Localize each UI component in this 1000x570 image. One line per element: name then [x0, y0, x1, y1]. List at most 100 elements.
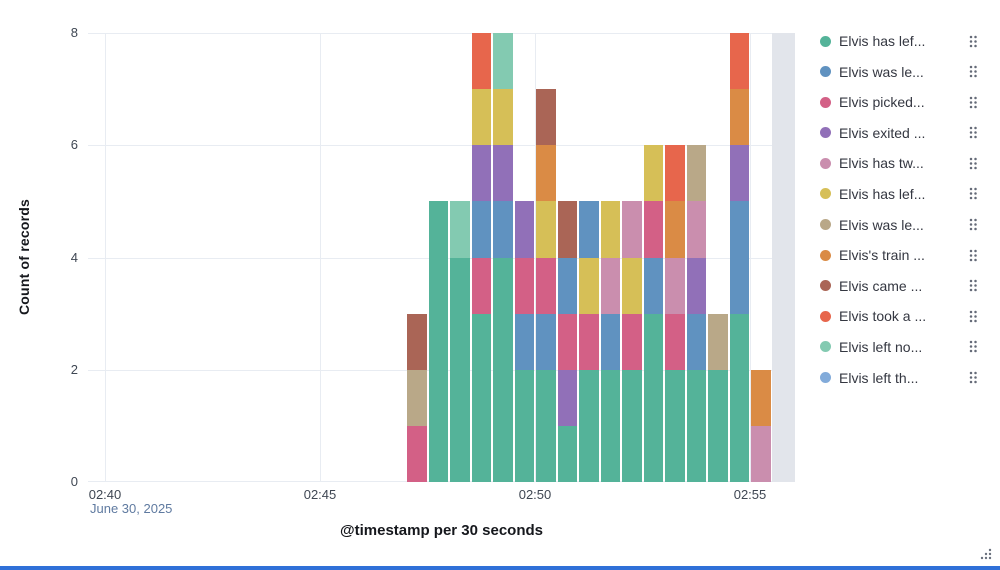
bar-segment[interactable] [622, 369, 642, 482]
legend-item-label[interactable]: Elvis was le... [839, 63, 924, 80]
bar-segment[interactable] [686, 145, 706, 202]
bar-segment[interactable] [514, 313, 534, 370]
bar-segment[interactable] [536, 313, 556, 370]
bar-segment[interactable] [579, 257, 599, 314]
bar-segment[interactable] [428, 201, 448, 482]
legend-item-actions-icon[interactable] [968, 217, 978, 232]
bar-segment[interactable] [665, 369, 685, 482]
bar-segment[interactable] [643, 201, 663, 258]
bar-segment[interactable] [729, 313, 749, 482]
legend-item-label[interactable]: Elvis has tw... [839, 155, 924, 172]
legend-item-label[interactable]: Elvis took a ... [839, 308, 927, 325]
bar-segment[interactable] [471, 313, 491, 482]
x-tick-label: 02:40 [88, 487, 122, 502]
bar-segment[interactable] [471, 201, 491, 258]
bar-segment[interactable] [665, 145, 685, 202]
bar-segment[interactable] [450, 201, 470, 258]
legend-item-actions-icon[interactable] [968, 248, 978, 263]
legend-item-actions-icon[interactable] [968, 278, 978, 293]
bar-segment[interactable] [600, 201, 620, 258]
bar-segment[interactable] [665, 201, 685, 258]
bar-segment[interactable] [622, 257, 642, 314]
legend-item-label[interactable]: Elvis left th... [839, 369, 919, 386]
bar-segment[interactable] [536, 257, 556, 314]
bar-segment[interactable] [729, 89, 749, 146]
legend-color-dot [820, 66, 831, 78]
bar-segment[interactable] [471, 33, 491, 90]
bar-segment[interactable] [686, 201, 706, 258]
legend-item-label[interactable]: Elvis has lef... [839, 33, 926, 49]
bar-segment[interactable] [708, 369, 728, 482]
bar-segment[interactable] [600, 313, 620, 370]
bar-segment[interactable] [536, 145, 556, 202]
bar-segment[interactable] [536, 201, 556, 258]
legend-item: Elvis's train ... [820, 244, 978, 266]
bar-segment[interactable] [493, 257, 513, 482]
bar-segment[interactable] [407, 425, 427, 482]
bar-segment[interactable] [600, 257, 620, 314]
legend-item-actions-icon[interactable] [968, 95, 978, 110]
bar-segment[interactable] [557, 369, 577, 426]
legend-item-label[interactable]: Elvis has lef... [839, 185, 926, 202]
bar-segment[interactable] [493, 201, 513, 258]
legend-item-actions-icon[interactable] [968, 64, 978, 79]
legend-item: Elvis exited ... [820, 122, 978, 144]
bar-segment[interactable] [643, 257, 663, 314]
legend-color-dot [820, 280, 831, 292]
bar-segment[interactable] [493, 145, 513, 202]
bar-segment[interactable] [751, 425, 771, 482]
bar-segment[interactable] [557, 313, 577, 370]
legend-item-label[interactable]: Elvis came ... [839, 277, 923, 294]
bar-segment[interactable] [471, 257, 491, 314]
bar-segment[interactable] [686, 257, 706, 314]
bar-segment[interactable] [514, 257, 534, 314]
bar-segment[interactable] [471, 89, 491, 146]
bar-segment[interactable] [686, 313, 706, 370]
legend-item-actions-icon[interactable] [968, 339, 978, 354]
bar-segment[interactable] [600, 369, 620, 482]
bar-segment[interactable] [643, 313, 663, 482]
bar-segment[interactable] [407, 369, 427, 426]
bar-segment[interactable] [665, 257, 685, 314]
bar-segment[interactable] [514, 201, 534, 258]
bar-segment[interactable] [729, 201, 749, 314]
bar-segment[interactable] [686, 369, 706, 482]
legend-item-actions-icon[interactable] [968, 34, 978, 49]
partial-bucket-band [771, 33, 795, 482]
bar-segment[interactable] [493, 33, 513, 90]
bar-segment[interactable] [471, 145, 491, 202]
legend-item-label[interactable]: Elvis's train ... [839, 247, 925, 264]
bar-segment[interactable] [643, 145, 663, 202]
chart-plot-area[interactable] [88, 33, 795, 482]
legend-item-actions-icon[interactable] [968, 156, 978, 171]
bar-segment[interactable] [536, 369, 556, 482]
bar-segment[interactable] [536, 89, 556, 146]
panel-resize-handle-icon[interactable] [979, 547, 993, 561]
bar-segment[interactable] [622, 201, 642, 258]
bar-segment[interactable] [708, 313, 728, 370]
bar-segment[interactable] [751, 369, 771, 426]
bar-segment[interactable] [557, 425, 577, 482]
bar-segment[interactable] [557, 257, 577, 314]
bar-segment[interactable] [729, 145, 749, 202]
legend-item-actions-icon[interactable] [968, 125, 978, 140]
bar-segment[interactable] [557, 201, 577, 258]
legend-item-label[interactable]: Elvis exited ... [839, 124, 926, 141]
legend-item-label[interactable]: Elvis left no... [839, 338, 923, 355]
legend-item-actions-icon[interactable] [968, 186, 978, 201]
bar-segment[interactable] [622, 313, 642, 370]
bar-segment[interactable] [493, 89, 513, 146]
legend-item-label[interactable]: Elvis picked... [839, 94, 925, 111]
bar-segment[interactable] [579, 313, 599, 370]
bar-segment[interactable] [579, 201, 599, 258]
gridline [88, 33, 795, 34]
bar-segment[interactable] [450, 257, 470, 482]
bar-segment[interactable] [579, 369, 599, 482]
bar-segment[interactable] [665, 313, 685, 370]
legend-item-label[interactable]: Elvis was le... [839, 216, 924, 233]
bar-segment[interactable] [729, 33, 749, 90]
legend-item-actions-icon[interactable] [968, 370, 978, 385]
bar-segment[interactable] [407, 313, 427, 370]
legend-item-actions-icon[interactable] [968, 309, 978, 324]
bar-segment[interactable] [514, 369, 534, 482]
